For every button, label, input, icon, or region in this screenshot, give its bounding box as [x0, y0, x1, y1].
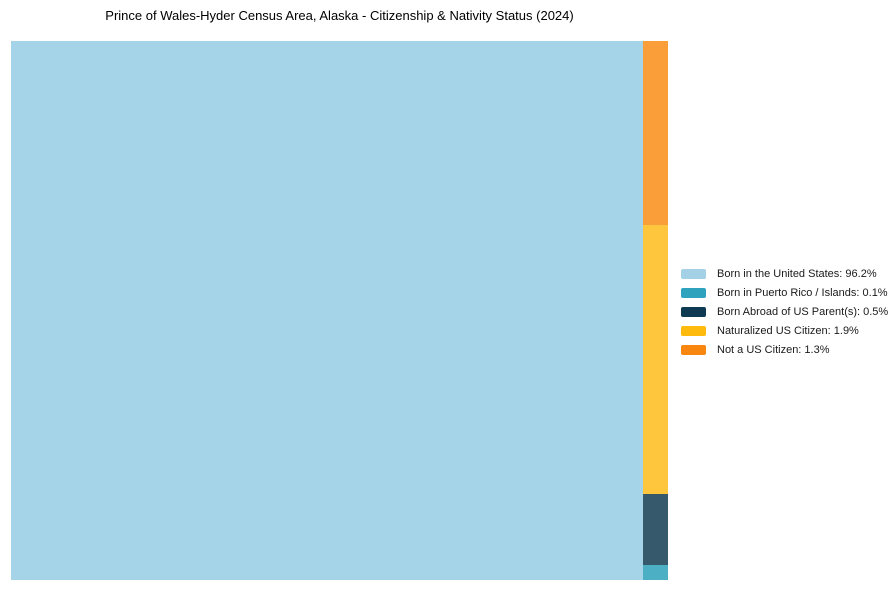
chart-title: Prince of Wales-Hyder Census Area, Alask…	[105, 8, 574, 23]
legend-label: Not a US Citizen: 1.3%	[717, 343, 830, 356]
legend-swatch-born-in-puerto-rico-islands	[681, 287, 706, 298]
legend-swatch-born-abroad-of-us-parents	[681, 306, 706, 317]
legend-label: Born in Puerto Rico / Islands: 0.1%	[717, 286, 888, 299]
legend-swatch-born-in-the-united-states	[681, 268, 706, 279]
legend-item-not-a-us-citizen: Not a US Citizen: 1.3%	[681, 340, 888, 359]
legend-swatch-naturalized-us-citizen	[681, 325, 706, 336]
legend-item-born-in-puerto-rico-islands: Born in Puerto Rico / Islands: 0.1%	[681, 283, 888, 302]
legend-item-born-abroad-of-us-parents: Born Abroad of US Parent(s): 0.5%	[681, 302, 888, 321]
treemap-cell-born-in-the-united-states[interactable]	[11, 41, 643, 580]
treemap-plot	[11, 41, 668, 580]
legend: Born in the United States: 96.2% Born in …	[681, 264, 888, 359]
treemap-cell-born-abroad-of-us-parents[interactable]	[643, 494, 668, 565]
legend-label: Naturalized US Citizen: 1.9%	[717, 324, 859, 337]
legend-swatch-not-a-us-citizen	[681, 344, 706, 355]
treemap-cell-not-a-us-citizen[interactable]	[643, 41, 668, 225]
treemap-cell-naturalized-us-citizen[interactable]	[643, 225, 668, 494]
legend-item-born-in-the-united-states: Born in the United States: 96.2%	[681, 264, 888, 283]
treemap-cell-born-in-puerto-rico-islands[interactable]	[643, 565, 668, 580]
legend-label: Born in the United States: 96.2%	[717, 267, 877, 280]
legend-label: Born Abroad of US Parent(s): 0.5%	[717, 305, 889, 318]
legend-item-naturalized-us-citizen: Naturalized US Citizen: 1.9%	[681, 321, 888, 340]
